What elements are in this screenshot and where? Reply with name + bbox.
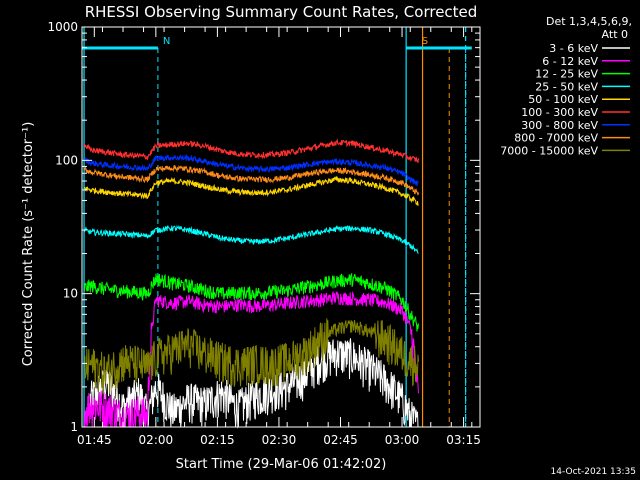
x-tick-label-5: 03:00: [385, 433, 420, 447]
x-axis-label: Start Time (29-Mar-06 01:42:02): [176, 457, 387, 472]
legend-label-3: 25 - 50 keV: [535, 80, 598, 93]
x-tick-label-6: 03:15: [446, 433, 481, 447]
series-line-5: [84, 138, 419, 164]
legend-label-2: 12 - 25 keV: [535, 68, 598, 81]
legend-label-7: 800 - 7000 keV: [514, 132, 598, 145]
legend-header-line-1: Det 1,3,4,5,6,9,: [546, 15, 632, 28]
series-line-8: [84, 318, 419, 394]
axes: 1 10 100 1000 01:45 02:00 02:15 02:30 02:45 03:00…: [47, 20, 480, 447]
x-tick-label-0: 01:45: [77, 433, 112, 447]
legend-header-line-2: Att 0: [602, 28, 628, 41]
marker-label-0: N: [163, 36, 170, 47]
series-line-1: [84, 290, 419, 428]
legend-label-5: 100 - 300 keV: [521, 106, 598, 119]
series-line-6: [84, 153, 419, 187]
y-tick-label-3: 1000: [47, 20, 78, 34]
legend-label-8: 7000 - 15000 keV: [500, 144, 598, 157]
series-line-0: [89, 338, 419, 429]
series-line-7: [84, 164, 419, 196]
legend-label-1: 6 - 12 keV: [542, 55, 598, 68]
y-tick-label-1: 10: [63, 287, 78, 301]
series-line-3: [84, 224, 419, 254]
y-tick-label-0: 1: [70, 420, 78, 434]
x-tick-label-4: 02:45: [323, 433, 358, 447]
x-tick-label-2: 02:15: [200, 433, 235, 447]
legend-label-4: 50 - 100 keV: [528, 93, 598, 106]
y-axis-label: Corrected Count Rate (s⁻¹ detector⁻¹): [21, 122, 36, 367]
y-tick-label-2: 100: [55, 153, 78, 167]
chart-timestamp: 14-Oct-2021 13:35: [551, 467, 636, 477]
x-tick-label-3: 02:30: [262, 433, 297, 447]
legend-label-6: 300 - 800 keV: [521, 119, 598, 132]
x-tick-label-1: 02:00: [139, 433, 174, 447]
series-line-2: [84, 273, 419, 332]
chart-title: RHESSI Observing Summary Count Rates, Co…: [85, 3, 478, 21]
series-line-4: [84, 175, 419, 207]
axes-frame: [81, 26, 481, 428]
marker-label-1: S: [422, 36, 428, 47]
legend-label-0: 3 - 6 keV: [549, 42, 598, 55]
